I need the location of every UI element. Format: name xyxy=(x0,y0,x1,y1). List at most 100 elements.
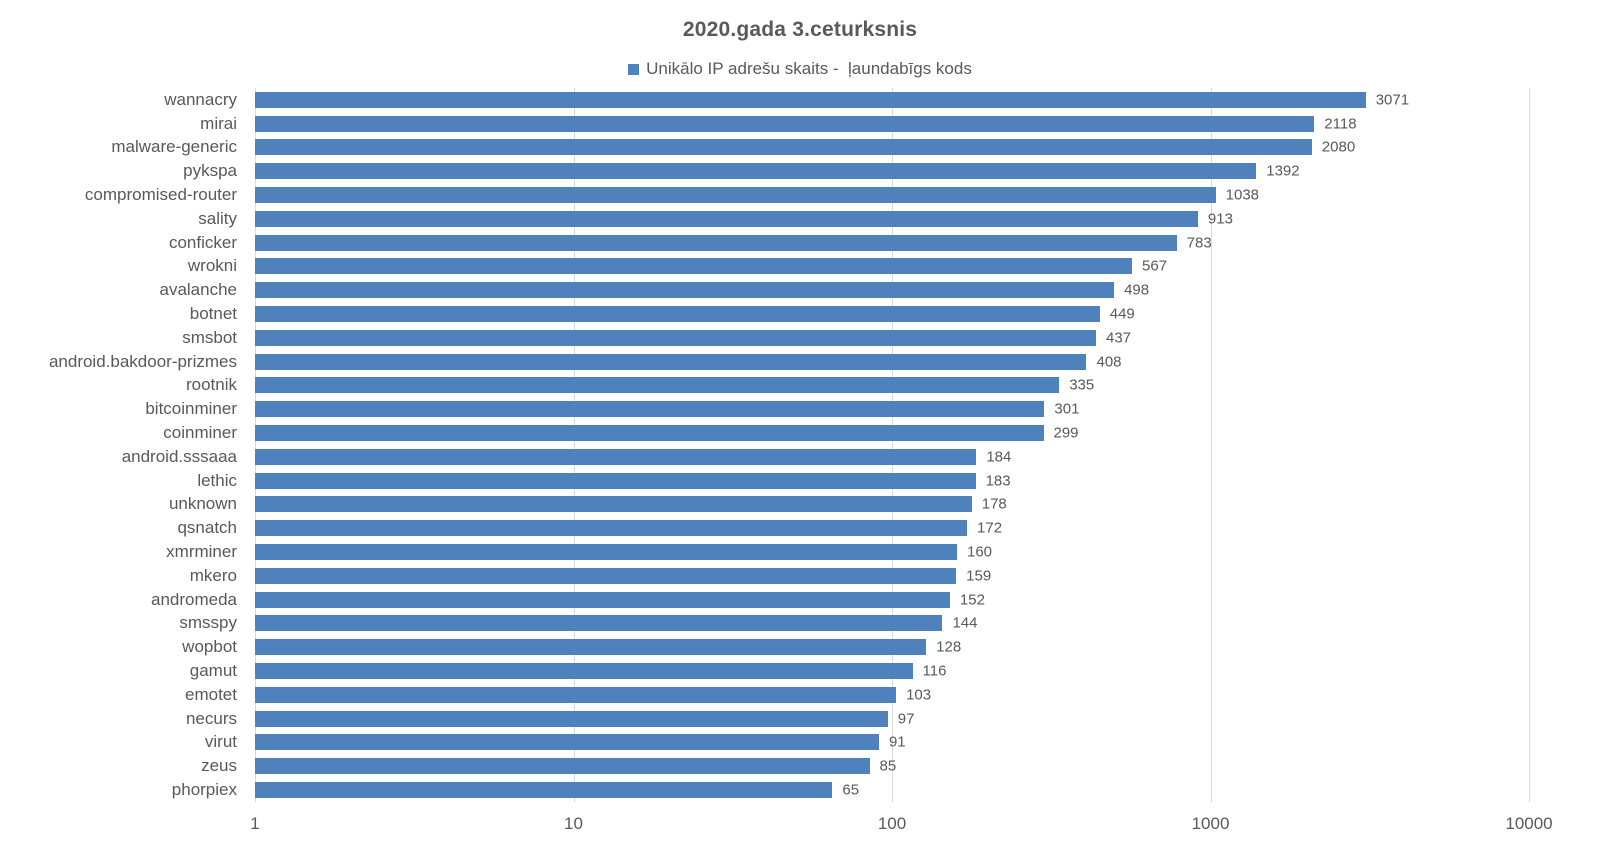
bar-track: 183 xyxy=(255,469,1529,493)
bar-track: 3071 xyxy=(255,88,1529,112)
chart-row: conficker 783 xyxy=(0,231,1600,255)
value-label: 65 xyxy=(842,781,860,799)
category-label: unknown xyxy=(168,494,237,514)
bar-track: 437 xyxy=(255,326,1529,350)
bar-track: 1038 xyxy=(255,183,1529,207)
bar-track: 1392 xyxy=(255,159,1529,183)
x-axis-tick-label: 100 xyxy=(877,814,907,833)
bar xyxy=(255,782,833,798)
value-label: 913 xyxy=(1207,210,1233,228)
category-label: sality xyxy=(198,208,237,228)
bar xyxy=(255,639,927,656)
bar xyxy=(255,377,1060,394)
chart-row: compromised-router 1038 xyxy=(0,183,1600,207)
chart-row: bitcoinminer 301 xyxy=(0,397,1600,421)
value-label: 498 xyxy=(1124,281,1150,299)
value-label: 2080 xyxy=(1321,138,1356,156)
chart-row: botnet 449 xyxy=(0,302,1600,326)
chart-row: virut 91 xyxy=(0,731,1600,755)
bar-track: 2118 xyxy=(255,112,1529,136)
category-label: wannacry xyxy=(164,89,237,109)
bar xyxy=(255,615,943,632)
bar xyxy=(255,686,897,703)
chart-row: wannacry 3071 xyxy=(0,88,1600,112)
bar-track: 65 xyxy=(255,778,1529,802)
value-label: 2118 xyxy=(1324,115,1357,133)
bar xyxy=(255,234,1177,251)
bar-track: 144 xyxy=(255,612,1529,636)
chart-row: avalanche 498 xyxy=(0,278,1600,302)
bar xyxy=(255,758,870,775)
x-axis: 1 10 100 1000 10000 xyxy=(250,814,1552,840)
legend: Unikālo IP adrešu skaits - ļaundabīgs ko… xyxy=(0,59,1600,79)
chart-row: qsnatch 172 xyxy=(0,516,1600,540)
value-label: 160 xyxy=(967,543,993,561)
category-label: wopbot xyxy=(182,637,237,657)
category-label: coinminer xyxy=(163,423,237,443)
value-label: 183 xyxy=(985,472,1011,490)
bar xyxy=(255,425,1044,442)
value-label: 152 xyxy=(959,591,985,609)
chart-row: andromeda 152 xyxy=(0,588,1600,612)
bar xyxy=(255,91,1366,108)
value-label: 1392 xyxy=(1266,162,1300,180)
chart-row: android.bakdoor-prizmes 408 xyxy=(0,350,1600,374)
value-label: 144 xyxy=(952,614,978,632)
bar-track: 783 xyxy=(255,231,1529,255)
value-label: 172 xyxy=(977,519,1003,537)
chart-row: android.sssaaa 184 xyxy=(0,445,1600,469)
bar xyxy=(255,734,879,751)
category-label: smsspy xyxy=(179,613,237,633)
bar-track: 184 xyxy=(255,445,1529,469)
bar xyxy=(255,353,1087,370)
value-label: 184 xyxy=(986,448,1012,466)
chart-row: gamut 116 xyxy=(0,659,1600,683)
bar xyxy=(255,401,1045,418)
value-label: 97 xyxy=(897,710,915,728)
chart-row: smsspy 144 xyxy=(0,612,1600,636)
value-label: 567 xyxy=(1142,257,1168,275)
bar xyxy=(255,282,1115,299)
bar-rows: wannacry 3071 mirai 2118 malware-generic 2080… xyxy=(0,88,1600,802)
chart-row: xmrminer 160 xyxy=(0,540,1600,564)
category-label: malware-generic xyxy=(111,137,237,157)
category-label: android.bakdoor-prizmes xyxy=(48,351,237,371)
legend-marker-square-icon xyxy=(628,63,640,75)
chart-row: wopbot 128 xyxy=(0,635,1600,659)
category-label: pykspa xyxy=(183,161,237,181)
bar xyxy=(255,210,1198,227)
category-label: phorpiex xyxy=(171,780,237,799)
x-axis-tick-label: 1 xyxy=(250,814,260,833)
bar-track: 567 xyxy=(255,255,1529,279)
bar xyxy=(255,663,913,680)
value-label: 335 xyxy=(1069,376,1095,394)
category-label: mkero xyxy=(189,565,237,585)
chart-row: mkero 159 xyxy=(0,564,1600,588)
x-axis-tick-label: 1000 xyxy=(1191,814,1230,833)
category-label: necurs xyxy=(185,708,237,728)
category-label: android.sssaaa xyxy=(121,446,237,466)
chart-row: pykspa 1392 xyxy=(0,159,1600,183)
bar-track: 160 xyxy=(255,540,1529,564)
bar xyxy=(255,139,1312,156)
value-label: 85 xyxy=(879,757,897,775)
category-label: xmrminer xyxy=(166,542,237,562)
category-label: lethic xyxy=(197,470,237,490)
bar-track: 159 xyxy=(255,564,1529,588)
chart-row: coinminer 299 xyxy=(0,421,1600,445)
value-label: 3071 xyxy=(1375,91,1410,109)
x-axis-tick-label: 10000 xyxy=(1505,814,1553,833)
bar-track: 299 xyxy=(255,421,1529,445)
chart-row: phorpiex 65 xyxy=(0,778,1600,802)
bar-track: 2080 xyxy=(255,136,1529,160)
category-label: gamut xyxy=(189,661,237,681)
category-label: rootnik xyxy=(185,375,237,395)
bar xyxy=(255,187,1216,204)
bar xyxy=(255,329,1096,346)
chart-row: necurs 97 xyxy=(0,707,1600,731)
bar xyxy=(255,163,1257,180)
category-label: qsnatch xyxy=(177,518,237,538)
bar-track: 91 xyxy=(255,731,1529,755)
value-label: 159 xyxy=(966,567,992,585)
bar xyxy=(255,115,1315,132)
